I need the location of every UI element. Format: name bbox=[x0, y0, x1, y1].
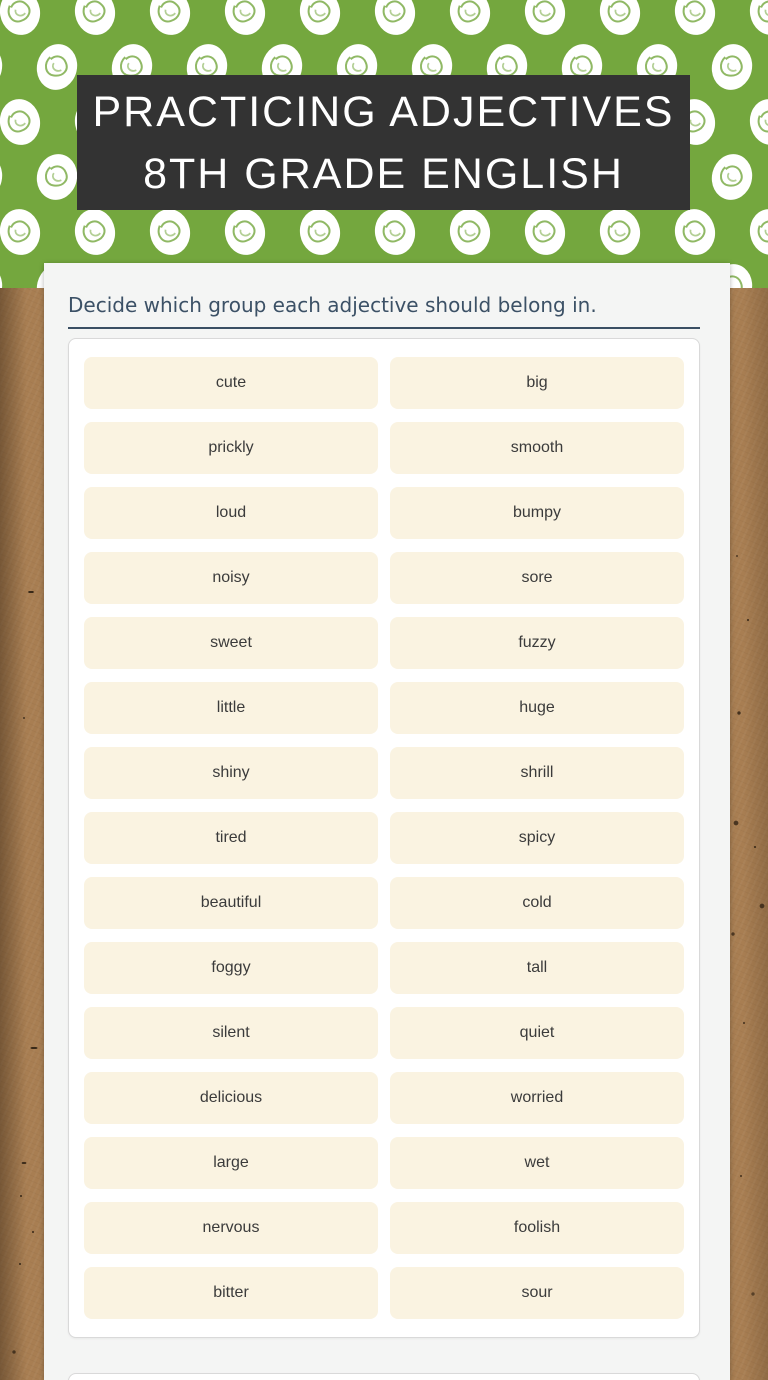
adjective-tile[interactable]: delicious bbox=[84, 1072, 378, 1124]
adjective-tile[interactable]: big bbox=[390, 357, 684, 409]
adjective-tile[interactable]: cute bbox=[84, 357, 378, 409]
adjective-tile[interactable]: large bbox=[84, 1137, 378, 1189]
adjective-tile[interactable]: little bbox=[84, 682, 378, 734]
adjective-tile[interactable]: foolish bbox=[390, 1202, 684, 1254]
next-section-card bbox=[68, 1373, 700, 1380]
adjective-tile[interactable]: nervous bbox=[84, 1202, 378, 1254]
adjective-tile[interactable]: sweet bbox=[84, 617, 378, 669]
adjective-tile[interactable]: bitter bbox=[84, 1267, 378, 1319]
adjective-word-bank-card: cute big prickly smooth loud bumpy noisy sore sw… bbox=[68, 338, 700, 1338]
adjective-tile[interactable]: quiet bbox=[390, 1007, 684, 1059]
worksheet-title-banner: PRACTICING ADJECTIVES 8TH GRADE ENGLISH bbox=[77, 75, 690, 210]
adjective-tile[interactable]: shiny bbox=[84, 747, 378, 799]
adjective-grid: cute big prickly smooth loud bumpy noisy sore sw… bbox=[84, 357, 684, 1319]
worksheet-title-line2: 8TH GRADE ENGLISH bbox=[143, 149, 624, 198]
adjective-tile[interactable]: beautiful bbox=[84, 877, 378, 929]
adjective-tile[interactable]: tall bbox=[390, 942, 684, 994]
adjective-tile[interactable]: sore bbox=[390, 552, 684, 604]
adjective-tile[interactable]: bumpy bbox=[390, 487, 684, 539]
adjective-tile[interactable]: wet bbox=[390, 1137, 684, 1189]
adjective-tile[interactable]: worried bbox=[390, 1072, 684, 1124]
adjective-tile[interactable]: smooth bbox=[390, 422, 684, 474]
adjective-tile[interactable]: shrill bbox=[390, 747, 684, 799]
adjective-tile[interactable]: tired bbox=[84, 812, 378, 864]
adjective-tile[interactable]: fuzzy bbox=[390, 617, 684, 669]
adjective-tile[interactable]: loud bbox=[84, 487, 378, 539]
worksheet-title-line1: PRACTICING ADJECTIVES bbox=[92, 87, 675, 136]
adjective-tile[interactable]: noisy bbox=[84, 552, 378, 604]
kraft-left-edge-shading bbox=[0, 288, 44, 1380]
adjective-tile[interactable]: spicy bbox=[390, 812, 684, 864]
adjective-tile[interactable]: huge bbox=[390, 682, 684, 734]
adjective-tile[interactable]: cold bbox=[390, 877, 684, 929]
adjective-tile[interactable]: prickly bbox=[84, 422, 378, 474]
question-prompt: Decide which group each adjective should… bbox=[68, 292, 700, 329]
kraft-right-edge-shading bbox=[730, 288, 768, 1380]
worksheet-body-panel: Decide which group each adjective should… bbox=[44, 263, 730, 1380]
adjective-tile[interactable]: foggy bbox=[84, 942, 378, 994]
adjective-tile[interactable]: sour bbox=[390, 1267, 684, 1319]
adjective-tile[interactable]: silent bbox=[84, 1007, 378, 1059]
